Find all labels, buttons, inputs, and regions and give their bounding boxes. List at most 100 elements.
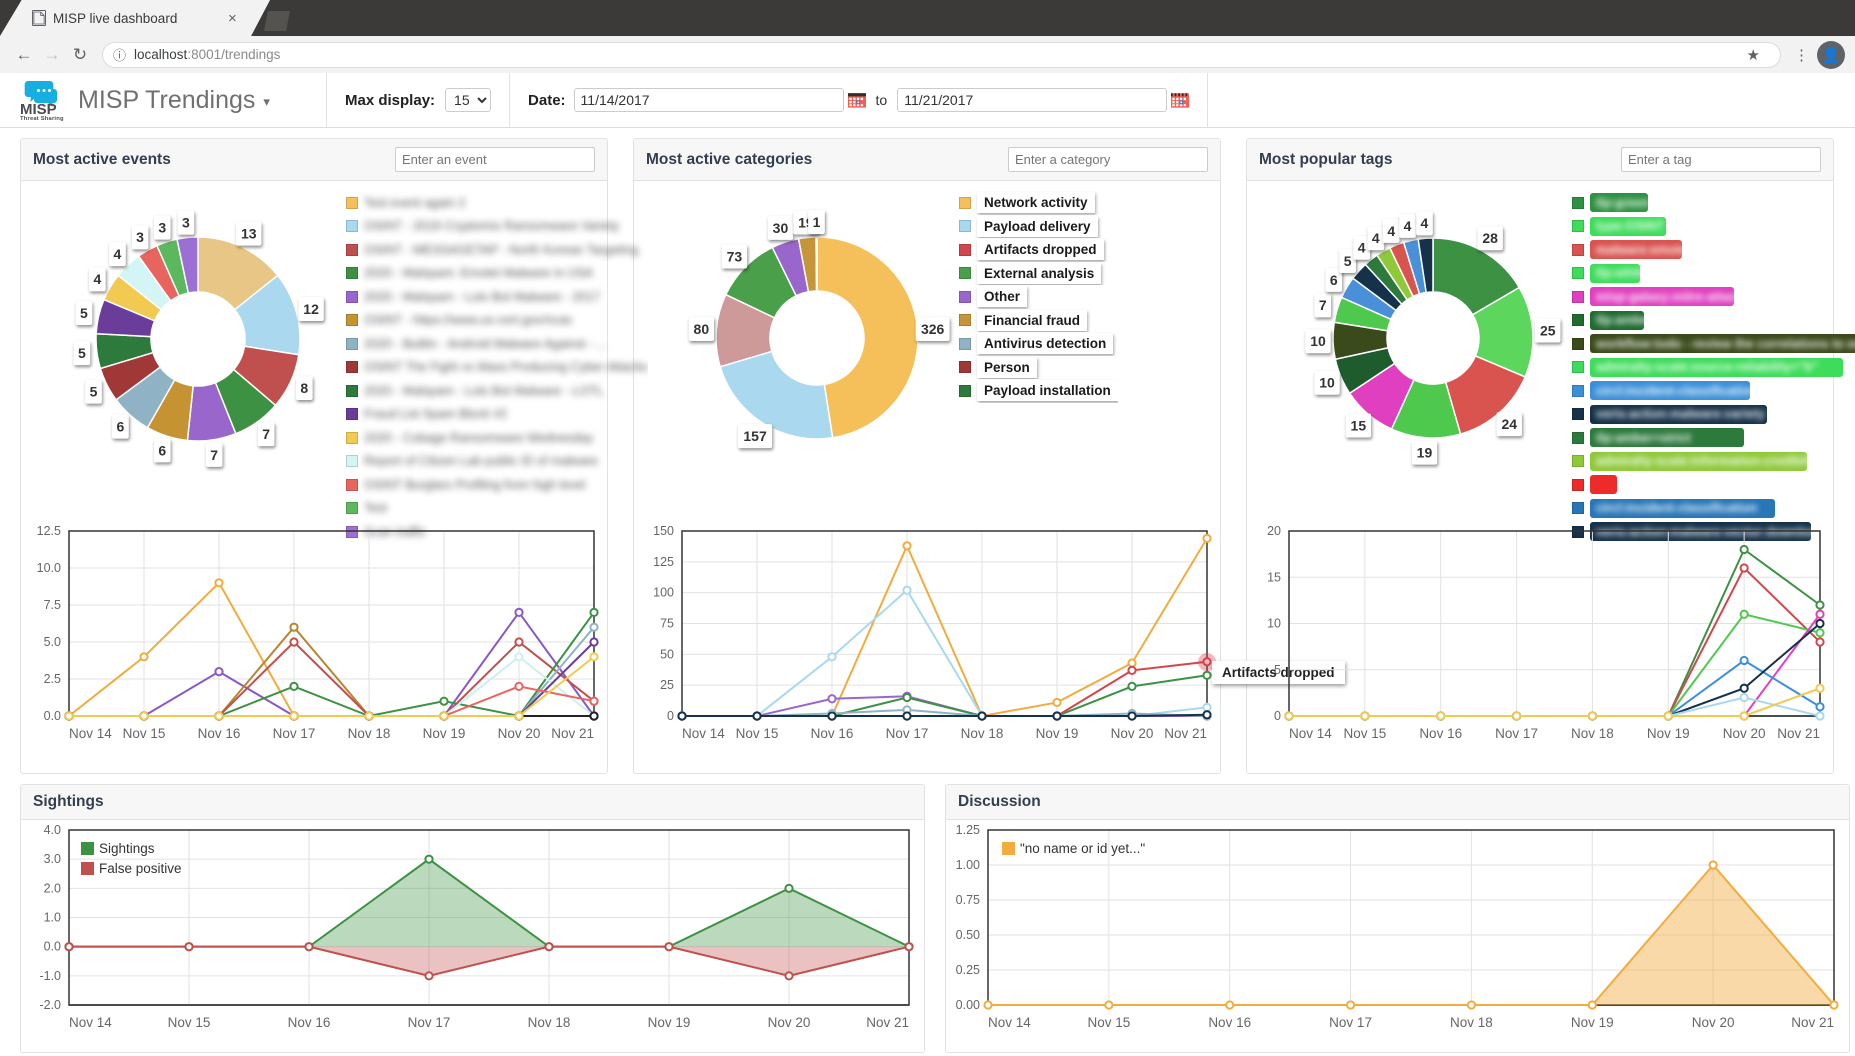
svg-text:30: 30: [773, 220, 789, 236]
svg-text:Nov 15: Nov 15: [168, 1015, 211, 1030]
svg-text:15: 15: [1267, 570, 1281, 584]
svg-text:4: 4: [1404, 218, 1412, 234]
svg-text:5: 5: [1344, 253, 1352, 269]
svg-text:0.25: 0.25: [956, 963, 980, 977]
svg-text:13: 13: [241, 225, 257, 241]
svg-text:4.0: 4.0: [44, 823, 61, 837]
svg-text:Nov 16: Nov 16: [1419, 726, 1462, 741]
svg-text:Nov 20: Nov 20: [768, 1015, 811, 1030]
svg-text:Nov 17: Nov 17: [408, 1015, 451, 1030]
svg-text:1.0: 1.0: [44, 911, 61, 925]
svg-text:0.0: 0.0: [44, 709, 61, 723]
svg-text:Nov 21: Nov 21: [866, 1015, 909, 1030]
svg-text:Nov 17: Nov 17: [273, 726, 316, 741]
svg-text:150: 150: [653, 524, 674, 538]
svg-text:75: 75: [660, 617, 674, 631]
svg-text:Nov 20: Nov 20: [1723, 726, 1766, 741]
svg-text:Nov 18: Nov 18: [1450, 1015, 1493, 1030]
svg-text:3: 3: [182, 215, 190, 231]
svg-text:Nov 18: Nov 18: [1571, 726, 1614, 741]
svg-text:Nov 19: Nov 19: [1647, 726, 1690, 741]
svg-text:100: 100: [653, 586, 674, 600]
svg-text:Nov 16: Nov 16: [198, 726, 241, 741]
svg-text:0: 0: [1274, 709, 1281, 723]
svg-text:1: 1: [813, 214, 821, 230]
svg-text:8: 8: [300, 380, 308, 396]
svg-text:Nov 14: Nov 14: [1289, 726, 1332, 741]
svg-text:Nov 14: Nov 14: [682, 726, 725, 741]
svg-text:2.5: 2.5: [44, 672, 61, 686]
svg-text:Nov 17: Nov 17: [1329, 1015, 1372, 1030]
svg-text:-2.0: -2.0: [39, 998, 61, 1012]
svg-text:Nov 20: Nov 20: [1111, 726, 1154, 741]
svg-text:Threat Sharing: Threat Sharing: [20, 116, 64, 121]
svg-text:Nov 16: Nov 16: [288, 1015, 331, 1030]
svg-text:7: 7: [210, 447, 218, 463]
svg-text:Nov 20: Nov 20: [498, 726, 541, 741]
svg-text:6: 6: [158, 442, 166, 458]
svg-text:0: 0: [667, 709, 674, 723]
svg-text:Nov 19: Nov 19: [423, 726, 466, 741]
svg-text:0.50: 0.50: [956, 928, 980, 942]
svg-text:80: 80: [694, 321, 710, 337]
svg-text:Nov 14: Nov 14: [69, 726, 112, 741]
svg-text:0.75: 0.75: [956, 893, 980, 907]
svg-text:Nov 14: Nov 14: [69, 1015, 112, 1030]
svg-text:Nov 17: Nov 17: [1495, 726, 1538, 741]
svg-text:28: 28: [1482, 230, 1498, 246]
svg-text:Nov 18: Nov 18: [528, 1015, 571, 1030]
svg-text:Sightings: Sightings: [99, 841, 155, 856]
svg-text:Nov 16: Nov 16: [811, 726, 854, 741]
svg-text:4: 4: [1421, 215, 1429, 231]
svg-text:Nov 15: Nov 15: [1087, 1015, 1130, 1030]
svg-text:25: 25: [1540, 322, 1556, 338]
svg-text:Nov 21: Nov 21: [1777, 726, 1820, 741]
svg-text:10.0: 10.0: [37, 561, 61, 575]
svg-text:24: 24: [1501, 416, 1517, 432]
svg-text:25: 25: [660, 678, 674, 692]
svg-text:12.5: 12.5: [37, 524, 61, 538]
svg-text:3: 3: [158, 220, 166, 236]
svg-text:Nov 20: Nov 20: [1692, 1015, 1735, 1030]
svg-text:5: 5: [1274, 663, 1281, 677]
svg-text:20: 20: [1267, 524, 1281, 538]
svg-text:Nov 18: Nov 18: [961, 726, 1004, 741]
svg-text:Nov 18: Nov 18: [348, 726, 391, 741]
svg-text:Nov 21: Nov 21: [1164, 726, 1207, 741]
svg-text:1.00: 1.00: [956, 858, 980, 872]
svg-text:5.0: 5.0: [44, 635, 61, 649]
svg-text:4: 4: [1372, 230, 1380, 246]
svg-text:False positive: False positive: [99, 861, 182, 876]
svg-text:"no name or id yet...": "no name or id yet...": [1020, 841, 1145, 856]
svg-text:6: 6: [117, 418, 125, 434]
svg-text:Nov 19: Nov 19: [648, 1015, 691, 1030]
svg-text:6: 6: [1330, 272, 1338, 288]
svg-text:4: 4: [93, 271, 101, 287]
svg-text:7: 7: [262, 426, 270, 442]
svg-text:15: 15: [1351, 417, 1367, 433]
svg-text:4: 4: [114, 246, 122, 262]
svg-text:2.0: 2.0: [44, 881, 61, 895]
svg-text:10: 10: [1267, 617, 1281, 631]
svg-text:4: 4: [1358, 240, 1366, 256]
svg-text:Nov 15: Nov 15: [123, 726, 166, 741]
svg-text:7: 7: [1319, 297, 1327, 313]
svg-text:Nov 21: Nov 21: [551, 726, 594, 741]
svg-text:5: 5: [78, 345, 86, 361]
svg-text:50: 50: [660, 647, 674, 661]
svg-text:0.0: 0.0: [44, 940, 61, 954]
svg-text:3: 3: [136, 229, 144, 245]
svg-text:4: 4: [1387, 223, 1395, 239]
svg-text:125: 125: [653, 555, 674, 569]
svg-text:326: 326: [921, 321, 945, 337]
svg-text:Nov 14: Nov 14: [988, 1015, 1031, 1030]
svg-text:157: 157: [743, 428, 767, 444]
svg-text:10: 10: [1310, 333, 1326, 349]
svg-text:Nov 19: Nov 19: [1036, 726, 1079, 741]
svg-text:Nov 15: Nov 15: [736, 726, 779, 741]
svg-text:5: 5: [90, 383, 98, 399]
svg-text:19: 19: [1417, 445, 1433, 461]
svg-text:7.5: 7.5: [44, 598, 61, 612]
svg-text:12: 12: [303, 301, 319, 317]
svg-text:73: 73: [727, 248, 743, 264]
